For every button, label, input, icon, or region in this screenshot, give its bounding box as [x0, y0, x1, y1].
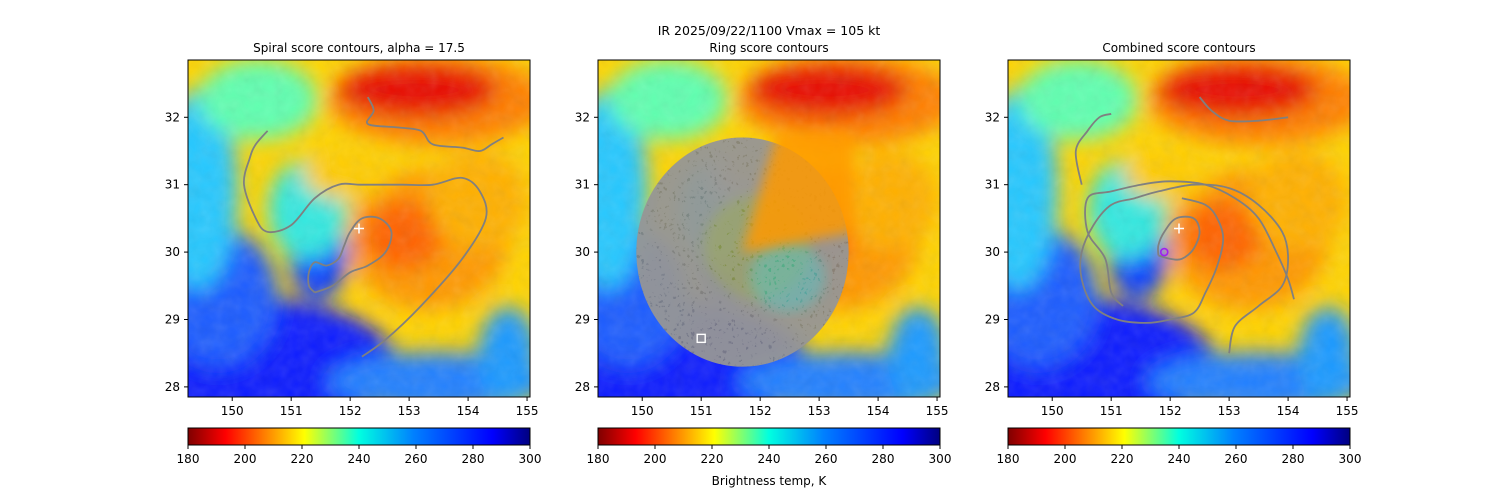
colorbar-gradient	[1007, 427, 1351, 446]
contour-outermost-arc	[1084, 180, 1295, 307]
panel-1: Spiral score contours, alpha = 17.5 150 15…	[165, 41, 542, 466]
colorbar-tick-label: 200	[644, 452, 667, 466]
colorbar-tick-label: 220	[701, 452, 724, 466]
colorbar-tick-label: 280	[1282, 452, 1305, 466]
contour-north-east-line	[1198, 96, 1289, 123]
colorbar-tick-label: 180	[997, 452, 1020, 466]
x-tick-label: 154	[457, 404, 480, 418]
axes-frame	[597, 59, 941, 398]
colorbar-tick-label: 180	[587, 452, 610, 466]
ring-score-contours	[636, 132, 854, 367]
contour-outer-spiral	[242, 130, 488, 358]
colorbar-tick-label: 240	[348, 452, 371, 466]
ir-image	[598, 60, 940, 397]
x-tick-label: 150	[221, 404, 244, 418]
ir-image	[188, 60, 530, 397]
y-tick-label: 28	[165, 380, 180, 394]
colorbar-gradient	[597, 427, 941, 446]
x-tick-label: 150	[631, 404, 654, 418]
colorbar-tick-label: 240	[758, 452, 781, 466]
y-tick-label: 28	[575, 380, 590, 394]
y-tick-label: 31	[165, 178, 180, 192]
x-tick-label: 153	[808, 404, 831, 418]
panel-title: Ring score contours	[709, 41, 828, 55]
y-tick-label: 32	[985, 110, 1000, 124]
panel-title: Combined score contours	[1102, 41, 1255, 55]
colorbar-tick-label: 200	[1054, 452, 1077, 466]
colorbar-tick-label: 280	[872, 452, 895, 466]
x-tick-label: 152	[339, 404, 362, 418]
x-tick-label: 152	[749, 404, 772, 418]
x-tick-label: 154	[867, 404, 890, 418]
colorbar-gradient	[187, 427, 531, 446]
colorbar-tick-label: 300	[929, 452, 952, 466]
panel-3: Combined score contours 150 151 152 153 154 15…	[985, 41, 1362, 466]
contour-outer-spiral	[1079, 183, 1290, 354]
center-marker	[1174, 223, 1184, 234]
axes-frame	[187, 59, 531, 398]
y-tick-label: 32	[575, 110, 590, 124]
x-tick-label: 153	[1218, 404, 1241, 418]
panel-2: Ring score contours 150 151 152 153 154 155 28 2…	[575, 41, 952, 488]
contour-north-line	[366, 96, 504, 152]
colorbar-tick-label: 280	[462, 452, 485, 466]
x-tick-label: 155	[516, 404, 539, 418]
colorbar-tick-label: 240	[1168, 452, 1191, 466]
contour-inner-loop	[307, 215, 393, 294]
x-tick-label: 153	[398, 404, 421, 418]
colorbar-tick-label: 300	[519, 452, 542, 466]
panel-title: Spiral score contours, alpha = 17.5	[253, 41, 465, 55]
x-tick-label: 155	[1336, 404, 1359, 418]
x-tick-label: 152	[1159, 404, 1182, 418]
figure-suptitle: IR 2025/09/22/1100 Vmax = 105 kt	[658, 23, 881, 38]
colorbar: 180 200 220 240 260 280 300 Brightness temp, K	[587, 427, 952, 488]
colorbar-tick-label: 200	[234, 452, 257, 466]
colorbar-tick-label: 260	[405, 452, 428, 466]
colorbar-tick-label: 180	[177, 452, 200, 466]
y-tick-label: 31	[575, 178, 590, 192]
x-tick-label: 151	[690, 404, 713, 418]
axes-frame	[1007, 59, 1351, 398]
y-tick-label: 29	[165, 312, 180, 326]
y-tick-label: 28	[985, 380, 1000, 394]
y-tick-label: 30	[165, 245, 180, 259]
colorbar-tick-label: 260	[1225, 452, 1248, 466]
colorbar-tick-label: 220	[1111, 452, 1134, 466]
ir-image	[1008, 60, 1350, 397]
ring-center-marker	[696, 333, 706, 344]
colorbar-tick-label: 220	[291, 452, 314, 466]
colorbar-label: Brightness temp, K	[712, 474, 828, 488]
center-marker	[354, 223, 364, 234]
y-tick-label: 29	[985, 312, 1000, 326]
x-tick-label: 151	[280, 404, 303, 418]
x-tick-label: 151	[1100, 404, 1123, 418]
colorbar: 180 200 220 240 260 280 300	[177, 427, 542, 466]
combined-center-marker	[1159, 247, 1169, 257]
y-tick-label: 31	[985, 178, 1000, 192]
colorbar: 180 200 220 240 260 280 300	[997, 427, 1362, 466]
colorbar-tick-label: 300	[1339, 452, 1362, 466]
colorbar-tick-label: 260	[815, 452, 838, 466]
y-tick-label: 32	[165, 110, 180, 124]
contour-north-line	[1074, 113, 1112, 185]
x-tick-label: 155	[926, 404, 949, 418]
y-tick-label: 30	[575, 245, 590, 259]
y-tick-label: 29	[575, 312, 590, 326]
y-tick-label: 30	[985, 245, 1000, 259]
x-tick-label: 154	[1277, 404, 1300, 418]
contour-inner-loop	[1157, 215, 1201, 261]
x-tick-label: 150	[1041, 404, 1064, 418]
